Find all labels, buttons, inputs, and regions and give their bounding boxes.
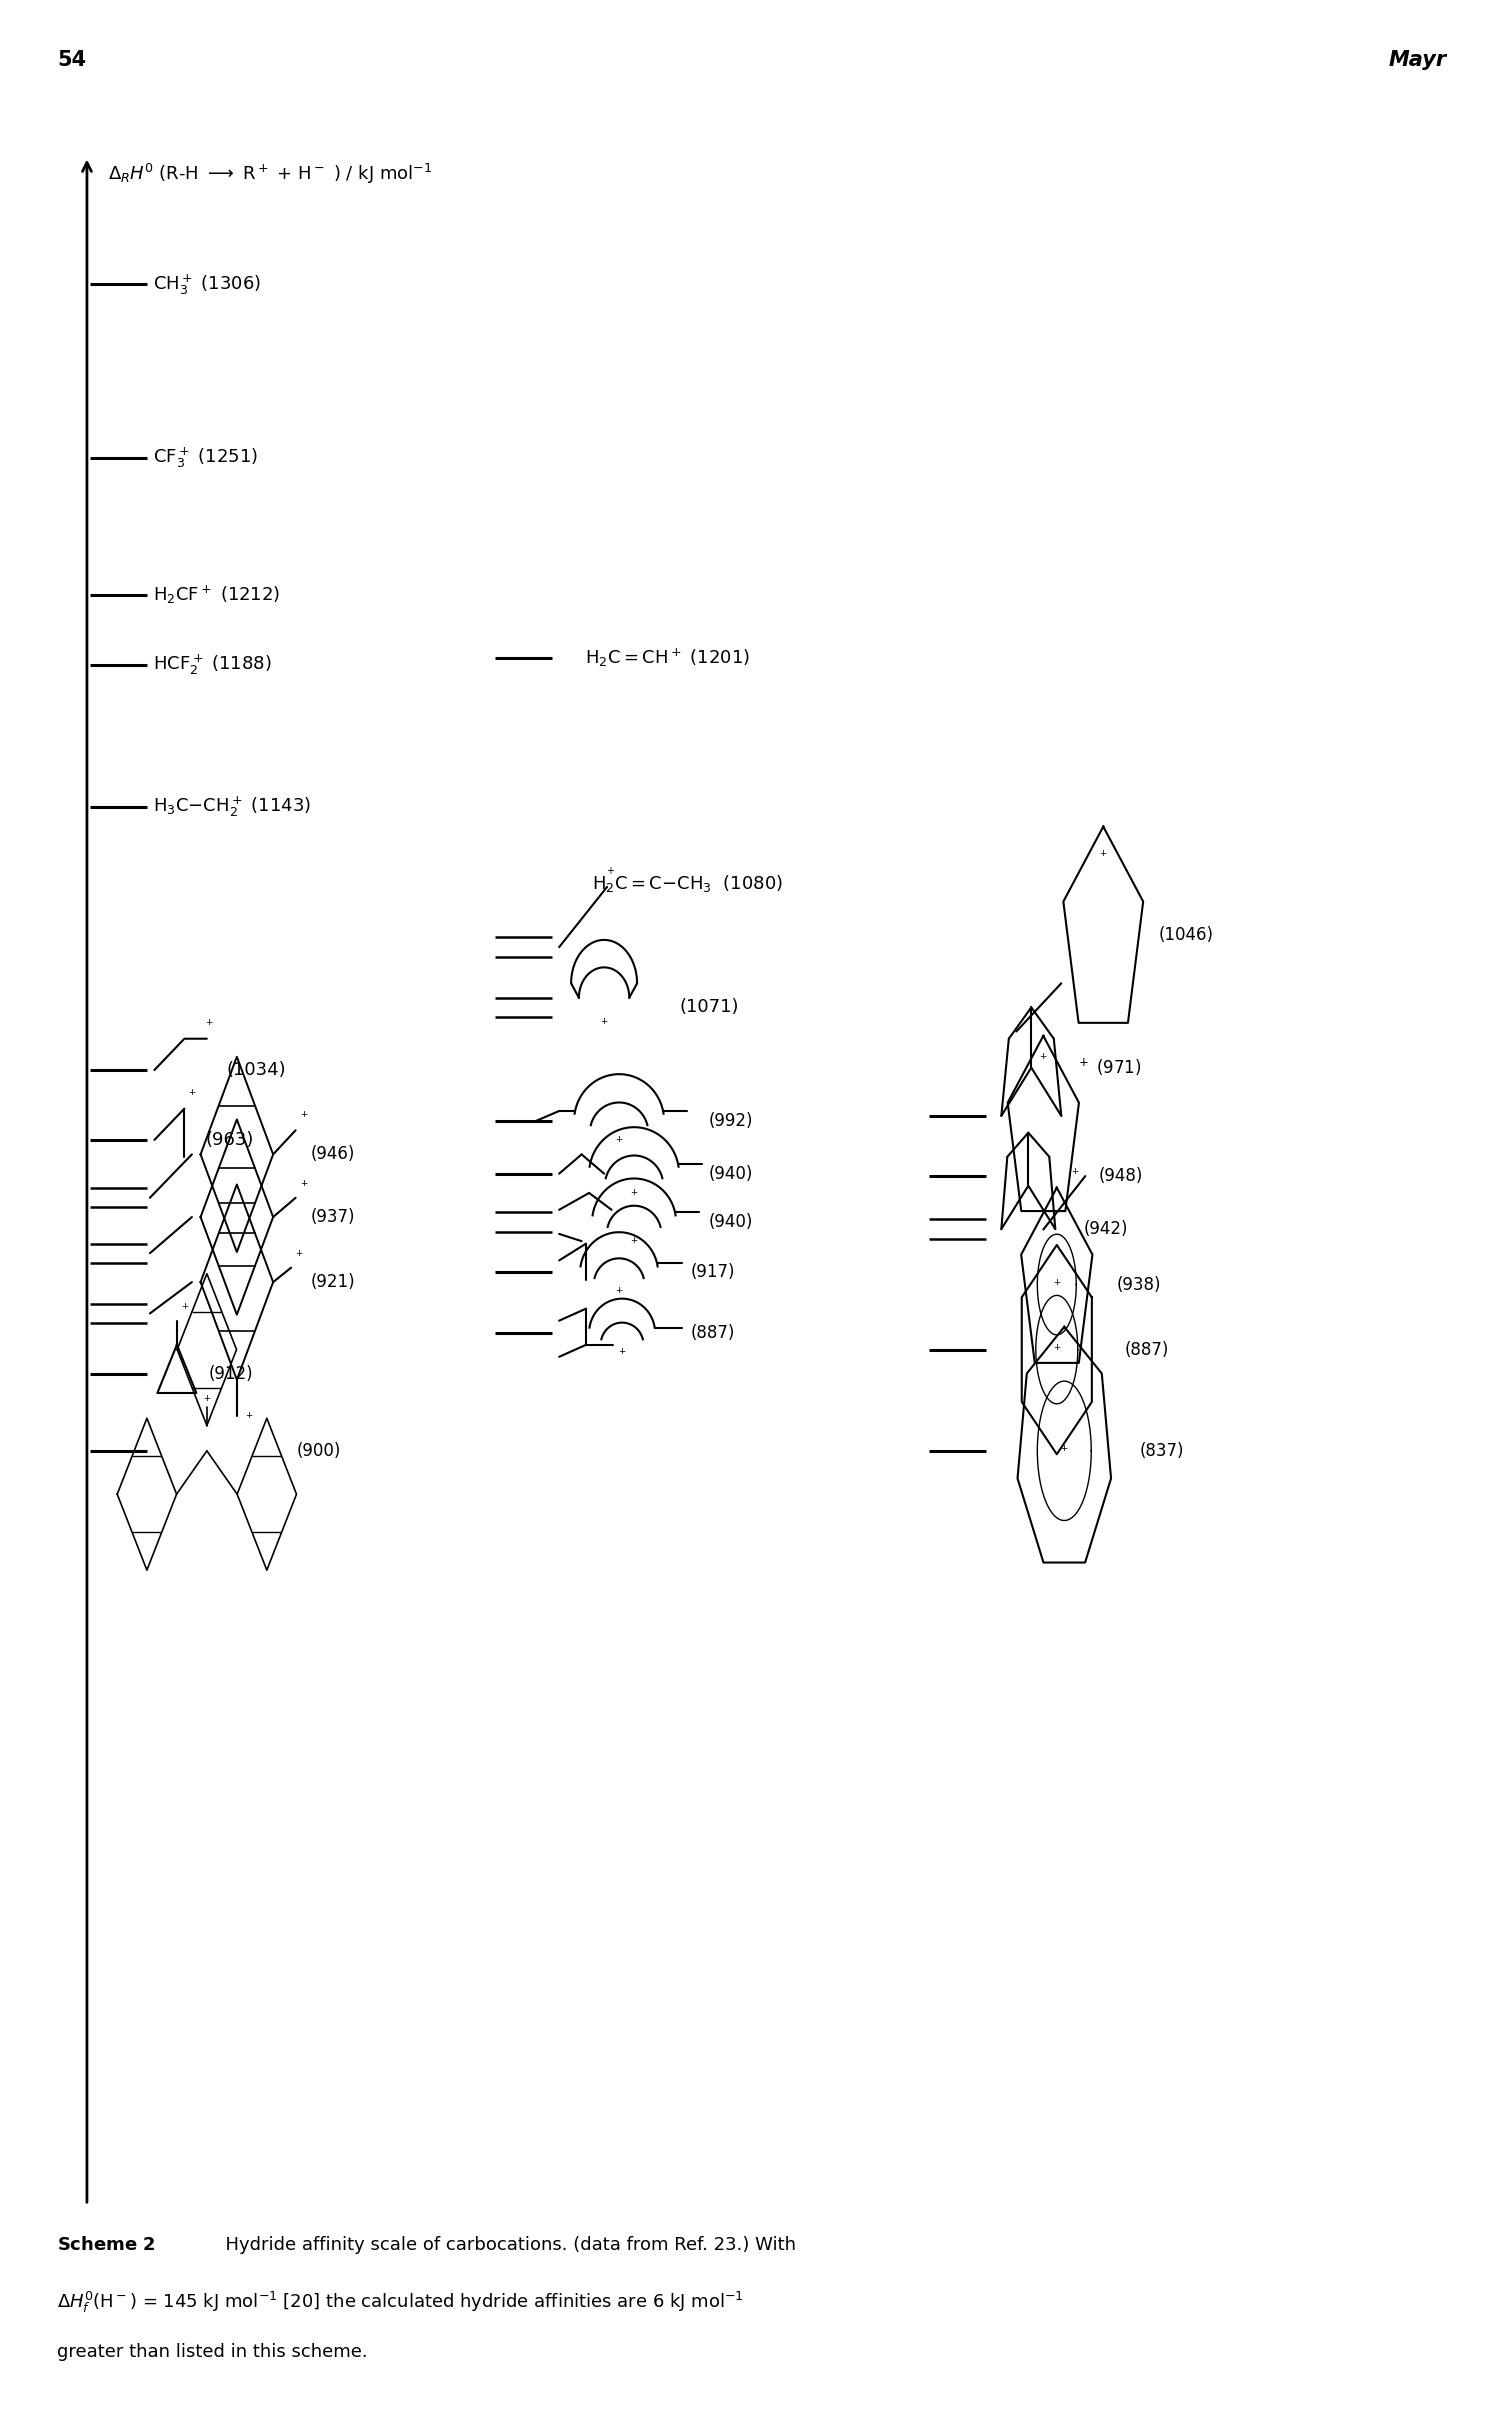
Text: $^+$: $^+$ (298, 1111, 309, 1123)
Text: $^+$: $^+$ (204, 1019, 214, 1031)
Text: $^+$: $^+$ (298, 1181, 309, 1193)
Text: (1034): (1034) (226, 1060, 286, 1080)
Text: $^+$: $^+$ (618, 1347, 627, 1359)
Text: $^+$: $^+$ (615, 1135, 624, 1147)
Text: $^+$: $^+$ (294, 1251, 304, 1263)
Text: HCF$_2^+$ (1188): HCF$_2^+$ (1188) (153, 653, 271, 677)
Text: (1071): (1071) (679, 998, 739, 1017)
Text: Hydride affinity scale of carbocations. (data from Ref. 23.) With: Hydride affinity scale of carbocations. … (214, 2236, 796, 2253)
Text: $^+$: $^+$ (615, 1287, 624, 1299)
Text: $^+$: $^+$ (187, 1089, 198, 1101)
Text: (912): (912) (208, 1364, 253, 1383)
Text: H$_2$C$=$C$-$CH$_3$  (1080): H$_2$C$=$C$-$CH$_3$ (1080) (592, 872, 782, 894)
Text: (946): (946) (310, 1145, 355, 1164)
Text: (940): (940) (709, 1212, 754, 1232)
Text: H$_2$C$=$CH$^+$ (1201): H$_2$C$=$CH$^+$ (1201) (585, 646, 750, 670)
Text: $^+$: $^+$ (1052, 1342, 1061, 1357)
Text: (942): (942) (1084, 1219, 1129, 1239)
Text: $^+$: $^+$ (604, 865, 615, 880)
Text: (992): (992) (709, 1111, 754, 1130)
Text: $^+$: $^+$ (600, 1017, 609, 1029)
Text: greater than listed in this scheme.: greater than listed in this scheme. (57, 2343, 367, 2359)
Text: (963): (963) (205, 1130, 253, 1150)
Text: $\Delta_R H^0$ (R-H $\longrightarrow$ R$^+$ + H$^-$ ) / kJ mol$^{-1}$: $\Delta_R H^0$ (R-H $\longrightarrow$ R$… (108, 161, 432, 186)
Text: $^+$: $^+$ (1039, 1053, 1048, 1065)
Text: (887): (887) (691, 1323, 736, 1342)
Text: $^+$: $^+$ (630, 1188, 639, 1200)
Text: $^+$: $^+$ (1070, 1169, 1081, 1181)
Text: $^+$ (971): $^+$ (971) (1076, 1058, 1142, 1077)
Text: (887): (887) (1124, 1340, 1169, 1359)
Text: $^+$: $^+$ (180, 1304, 190, 1316)
Text: (940): (940) (709, 1164, 754, 1183)
Text: $^+$: $^+$ (202, 1395, 211, 1407)
Text: $\mathbf{Scheme\ 2}$: $\mathbf{Scheme\ 2}$ (57, 2236, 156, 2253)
Text: Mayr: Mayr (1388, 51, 1447, 70)
Text: (948): (948) (1099, 1166, 1144, 1186)
Text: (1046): (1046) (1159, 925, 1214, 945)
Text: H$_2$CF$^+$ (1212): H$_2$CF$^+$ (1212) (153, 583, 280, 607)
Text: $\Delta H_f^0$(H$^-$) = 145 kJ mol$^{-1}$ [20] the calculated hydride affinities: $\Delta H_f^0$(H$^-$) = 145 kJ mol$^{-1}… (57, 2290, 744, 2314)
Text: $^+$: $^+$ (1099, 851, 1108, 863)
Text: $^+$: $^+$ (244, 1412, 255, 1424)
Text: H$_3$C$-$CH$_2^+$ (1143): H$_3$C$-$CH$_2^+$ (1143) (153, 795, 310, 819)
Text: CF$_3^+$ (1251): CF$_3^+$ (1251) (153, 446, 258, 470)
Text: $^+$: $^+$ (1060, 1444, 1069, 1458)
Text: (900): (900) (297, 1441, 342, 1460)
Text: (937): (937) (310, 1207, 355, 1227)
Text: (917): (917) (691, 1263, 736, 1282)
Text: $^+$: $^+$ (1052, 1277, 1061, 1292)
Text: (837): (837) (1139, 1441, 1184, 1460)
Text: 54: 54 (57, 51, 85, 70)
Text: CH$_3^+$ (1306): CH$_3^+$ (1306) (153, 272, 261, 296)
Text: $^+$: $^+$ (630, 1236, 639, 1248)
Text: (938): (938) (1117, 1275, 1162, 1294)
Text: (921): (921) (310, 1272, 355, 1292)
